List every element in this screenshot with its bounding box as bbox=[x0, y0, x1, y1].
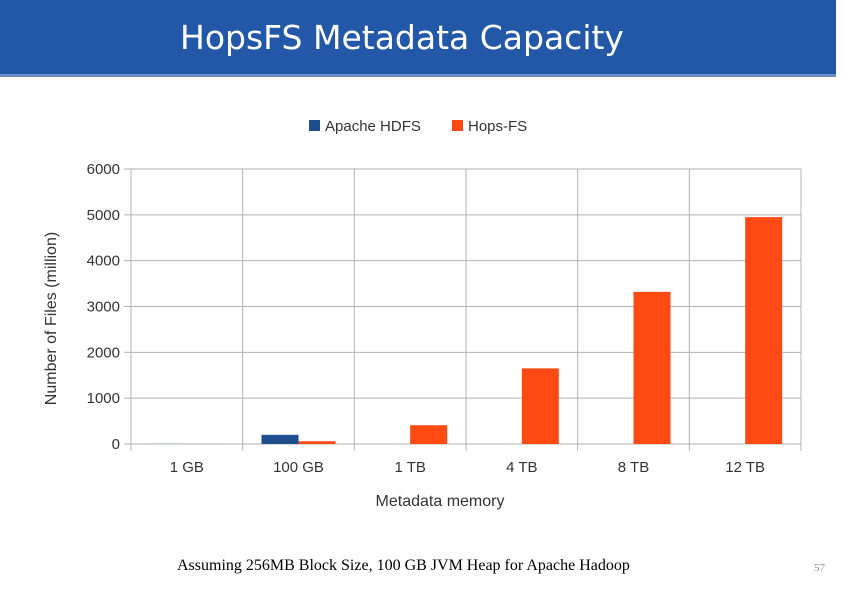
slide-title: HopsFS Metadata Capacity bbox=[180, 18, 624, 57]
x-tick-label: 12 TB bbox=[725, 459, 765, 476]
bar-hops-fs bbox=[521, 368, 559, 444]
bar-hops-fs bbox=[745, 217, 783, 444]
footnote: Assuming 256MB Block Size, 100 GB JVM He… bbox=[177, 557, 630, 574]
bar-hops-fs bbox=[633, 291, 671, 444]
bar-apache-hdfs bbox=[261, 434, 299, 444]
x-tick-label: 1 TB bbox=[394, 459, 425, 476]
legend-label: Hops-FS bbox=[468, 118, 527, 135]
x-axis-title: Metadata memory bbox=[376, 493, 505, 510]
x-tick-label: 8 TB bbox=[618, 459, 649, 476]
y-tick-label: 5000 bbox=[87, 207, 120, 224]
x-tick-label: 100 GB bbox=[273, 459, 324, 476]
bar-hops-fs bbox=[298, 441, 336, 444]
legend-label: Apache HDFS bbox=[325, 118, 421, 135]
y-tick-label: 2000 bbox=[87, 344, 120, 361]
page-number: 57 bbox=[814, 562, 825, 574]
bar-chart: 0 1000 2000 3000 4000 5000 6000 1 GB 100 GB 1 TB 4… bbox=[43, 118, 802, 510]
y-axis-title: Number of Files (million) bbox=[43, 232, 60, 405]
y-tick-label: 4000 bbox=[87, 253, 120, 270]
x-tick-label: 1 GB bbox=[170, 459, 204, 476]
bar-hops-fs bbox=[410, 425, 448, 444]
x-tick-label: 4 TB bbox=[506, 459, 537, 476]
title-bar: HopsFS Metadata Capacity bbox=[0, 0, 836, 77]
y-tick-label: 3000 bbox=[87, 299, 120, 316]
y-tick-label: 1000 bbox=[87, 390, 120, 407]
legend-swatch bbox=[309, 120, 320, 131]
y-tick-label: 0 bbox=[112, 436, 120, 453]
y-tick-label: 6000 bbox=[87, 161, 120, 178]
legend-swatch bbox=[452, 120, 463, 131]
